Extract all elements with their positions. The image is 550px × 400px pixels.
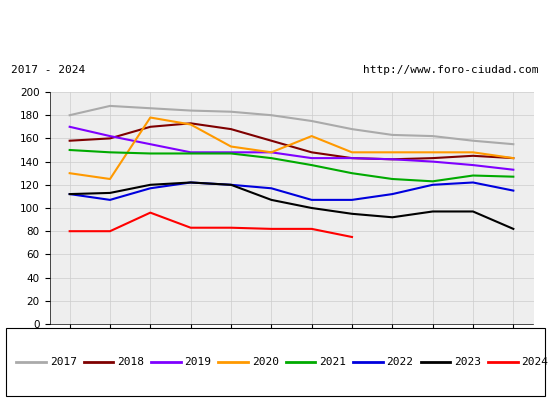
Text: 2024: 2024 <box>521 357 548 367</box>
Text: 2022: 2022 <box>387 357 414 367</box>
Text: 2020: 2020 <box>252 357 279 367</box>
Text: Evolucion del paro registrado en Madrigal de las Altas Torres: Evolucion del paro registrado en Madriga… <box>20 19 530 33</box>
Text: 2017: 2017 <box>50 357 76 367</box>
Text: 2019: 2019 <box>184 357 211 367</box>
Text: 2018: 2018 <box>117 357 144 367</box>
Text: 2017 - 2024: 2017 - 2024 <box>11 65 85 75</box>
Text: 2023: 2023 <box>454 357 481 367</box>
Text: http://www.foro-ciudad.com: http://www.foro-ciudad.com <box>364 65 539 75</box>
Text: 2021: 2021 <box>319 357 346 367</box>
FancyBboxPatch shape <box>6 328 544 396</box>
